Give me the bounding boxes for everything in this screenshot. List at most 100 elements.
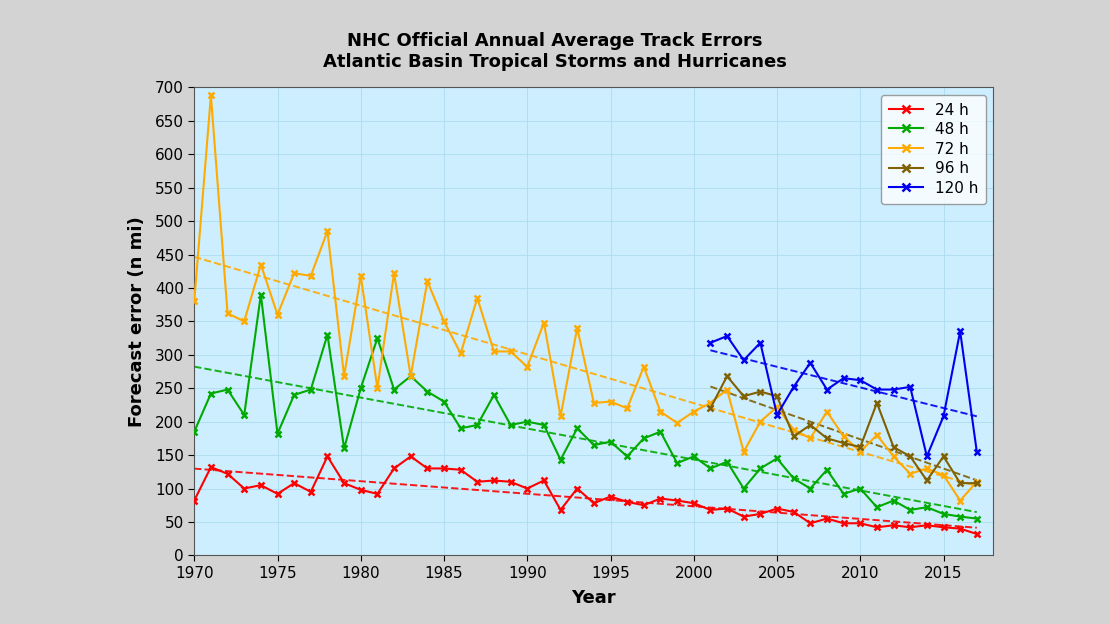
48 h [604, 438, 617, 446]
120 h [754, 339, 767, 346]
48 h [404, 373, 417, 380]
24 h [437, 465, 451, 472]
48 h [554, 456, 567, 464]
120 h [720, 333, 734, 340]
96 h [970, 479, 983, 487]
48 h [704, 465, 717, 472]
24 h [571, 485, 584, 492]
48 h [487, 391, 501, 399]
72 h [654, 408, 667, 416]
72 h [587, 399, 601, 407]
72 h [238, 318, 251, 325]
72 h [437, 318, 451, 325]
24 h [421, 465, 434, 472]
Y-axis label: Forecast error (n mi): Forecast error (n mi) [129, 216, 147, 427]
96 h [854, 443, 867, 451]
48 h [620, 452, 634, 460]
120 h [804, 359, 817, 366]
96 h [720, 373, 734, 380]
72 h [271, 311, 284, 318]
96 h [953, 479, 967, 487]
96 h [920, 477, 934, 484]
48 h [204, 390, 218, 397]
48 h [920, 504, 934, 511]
72 h [537, 319, 551, 326]
24 h [604, 493, 617, 500]
48 h [670, 459, 684, 467]
48 h [770, 455, 784, 462]
48 h [354, 384, 367, 392]
48 h [504, 421, 517, 429]
48 h [820, 466, 834, 474]
24 h [870, 524, 884, 531]
24 h [254, 482, 268, 489]
72 h [870, 431, 884, 439]
96 h [704, 404, 717, 412]
72 h [421, 278, 434, 285]
120 h [920, 452, 934, 460]
24 h [487, 477, 501, 484]
48 h [587, 441, 601, 449]
48 h [737, 485, 750, 492]
48 h [837, 490, 850, 497]
48 h [953, 513, 967, 520]
24 h [204, 464, 218, 471]
72 h [404, 373, 417, 380]
24 h [404, 452, 417, 460]
48 h [521, 418, 534, 426]
120 h [887, 386, 900, 393]
24 h [454, 466, 467, 474]
72 h [371, 384, 384, 392]
72 h [953, 497, 967, 504]
96 h [887, 443, 900, 451]
Text: NHC Official Annual Average Track Errors: NHC Official Annual Average Track Errors [347, 32, 763, 49]
72 h [620, 404, 634, 412]
48 h [970, 515, 983, 522]
Line: 48 h: 48 h [191, 291, 980, 522]
120 h [704, 339, 717, 346]
72 h [321, 227, 334, 235]
72 h [787, 426, 800, 434]
48 h [687, 452, 700, 460]
72 h [554, 412, 567, 420]
48 h [937, 510, 950, 518]
96 h [837, 439, 850, 447]
48 h [271, 430, 284, 437]
24 h [820, 515, 834, 522]
48 h [904, 506, 917, 514]
24 h [587, 499, 601, 507]
48 h [654, 428, 667, 436]
96 h [787, 432, 800, 440]
24 h [337, 479, 351, 487]
72 h [937, 471, 950, 479]
96 h [804, 421, 817, 429]
48 h [337, 445, 351, 452]
120 h [953, 328, 967, 335]
48 h [304, 386, 317, 393]
120 h [820, 386, 834, 393]
72 h [904, 470, 917, 477]
72 h [704, 399, 717, 407]
72 h [188, 298, 201, 305]
72 h [571, 324, 584, 332]
72 h [354, 272, 367, 280]
24 h [887, 522, 900, 529]
72 h [504, 348, 517, 355]
72 h [287, 270, 301, 277]
72 h [604, 398, 617, 406]
24 h [287, 479, 301, 487]
96 h [754, 388, 767, 396]
24 h [354, 486, 367, 494]
48 h [454, 424, 467, 432]
24 h [770, 505, 784, 512]
72 h [521, 363, 534, 371]
48 h [571, 424, 584, 432]
24 h [953, 525, 967, 532]
96 h [770, 392, 784, 400]
120 h [787, 383, 800, 391]
X-axis label: Year: Year [572, 589, 616, 607]
24 h [937, 524, 950, 531]
24 h [904, 524, 917, 531]
72 h [337, 373, 351, 380]
24 h [804, 520, 817, 527]
